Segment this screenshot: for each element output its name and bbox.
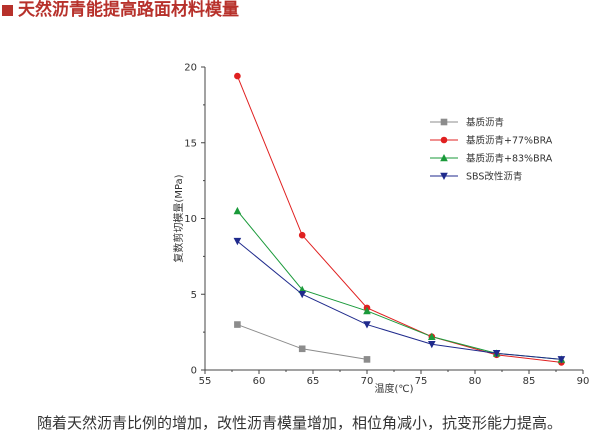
data-point-series-3 [428, 332, 436, 340]
y-tick-label: 10 [184, 214, 197, 225]
data-point-series-1 [363, 356, 371, 363]
chart-axes: 0 5 10 15 20 55 60 65 70 75 80 85 90 温度(℃) 复数剪切模量(MPa) [172, 63, 589, 396]
legend-marker-1 [440, 118, 448, 126]
data-point-series-4 [363, 321, 371, 329]
y-tick-label: 5 [191, 290, 197, 301]
y-tick-label: 20 [184, 63, 197, 74]
x-tick-label: 80 [469, 376, 482, 387]
x-tick-label: 65 [307, 376, 320, 387]
data-point-series-1 [298, 345, 306, 353]
header-marker-square [2, 5, 13, 16]
y-tick-label: 15 [184, 138, 197, 149]
y-tick-label: 0 [191, 366, 197, 377]
data-point-series-3 [363, 306, 371, 315]
series-line-3 [237, 210, 562, 360]
data-point-series-4 [233, 237, 242, 246]
page-title: 天然沥青能提高路面材料模量 [18, 0, 239, 20]
x-tick-label: 90 [577, 376, 590, 387]
x-tick-label: 60 [253, 376, 266, 387]
series-line-1 [237, 324, 368, 360]
chart-series-lines [236, 75, 562, 363]
series-line-4 [237, 240, 562, 360]
legend-marker-4 [440, 172, 448, 180]
x-axis-label: 温度(℃) [374, 382, 413, 395]
legend-label-3: 基质沥青+83%BRA [466, 153, 553, 165]
chart-series-markers [233, 72, 566, 366]
data-point-series-2 [234, 72, 241, 80]
y-axis-label: 复数剪切模量(MPa) [172, 174, 185, 262]
x-tick-label: 70 [361, 376, 374, 387]
legend-label-1: 基质沥青 [466, 117, 504, 129]
data-point-series-1 [234, 321, 241, 328]
legend-label-4: SBS改性沥青 [466, 171, 522, 183]
data-point-series-3 [233, 206, 242, 215]
data-point-series-4 [298, 290, 306, 299]
legend-marker-3 [440, 154, 448, 162]
x-tick-label: 55 [199, 376, 212, 387]
legend-label-2: 基质沥青+77%BRA [466, 135, 553, 147]
chart-caption: 随着天然沥青比例的增加，改性沥青模量增加，相位角减小，抗变形能力提高。 [36, 414, 562, 432]
x-tick-label: 85 [523, 376, 536, 387]
data-point-series-4 [428, 340, 436, 349]
x-tick-label: 75 [415, 376, 428, 387]
header-bar: 天然沥青能提高路面材料模量 [0, 0, 599, 30]
legend-marker-2 [440, 136, 448, 144]
data-point-series-2 [298, 231, 306, 239]
series-line-2 [236, 75, 562, 363]
data-point-series-4 [557, 356, 566, 364]
data-point-series-4 [492, 350, 501, 358]
